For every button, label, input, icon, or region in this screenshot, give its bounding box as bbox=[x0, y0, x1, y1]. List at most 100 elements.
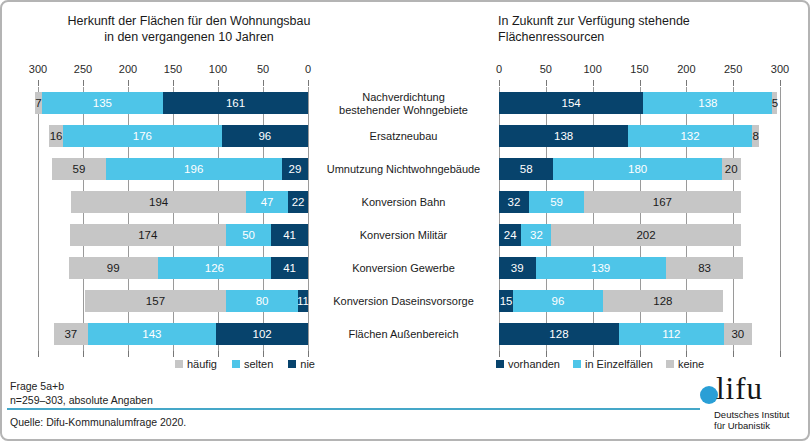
bar-value-label: 96 bbox=[258, 130, 271, 142]
bar-segment-selten: 176 bbox=[63, 125, 221, 147]
bar-value-label: 102 bbox=[253, 328, 272, 340]
axis-tick bbox=[733, 80, 734, 86]
axis-tick bbox=[218, 351, 219, 357]
bar-value-label: 41 bbox=[283, 229, 296, 241]
bar-segment-selten: 196 bbox=[106, 158, 282, 180]
bar-value-label: 39 bbox=[511, 262, 524, 274]
legend-label: keine bbox=[678, 358, 704, 370]
bar-value-label: 5 bbox=[772, 97, 778, 109]
question-label: Frage 5a+b bbox=[10, 380, 64, 392]
bar-value-label: 41 bbox=[283, 262, 296, 274]
bar-segment-in-Einzelfällen: 112 bbox=[619, 323, 724, 345]
axis-tick bbox=[640, 80, 641, 86]
axis-tick bbox=[499, 80, 500, 86]
bar-segment-keine: 202 bbox=[551, 224, 740, 246]
bar-row: 1617696 bbox=[49, 125, 308, 147]
category-label: Ersatzneubau bbox=[308, 120, 499, 153]
bar-segment-vorhanden: 138 bbox=[499, 125, 628, 147]
bar-segment-vorhanden: 15 bbox=[499, 290, 513, 312]
bar-value-label: 29 bbox=[289, 163, 302, 175]
axis-tick bbox=[593, 80, 594, 86]
bar-value-label: 154 bbox=[562, 97, 581, 109]
bar-value-label: 80 bbox=[256, 295, 269, 307]
legend-item: keine bbox=[666, 358, 704, 370]
legend-item: selten bbox=[232, 358, 273, 370]
left-chart-title-line1: Herkunft der Flächen für den Wohnungsbau bbox=[68, 14, 311, 28]
bar-segment-nie: 22 bbox=[288, 191, 308, 213]
bar-segment-selten: 126 bbox=[158, 257, 271, 279]
bar-value-label: 202 bbox=[636, 229, 655, 241]
difu-survey-chart-card: Herkunft der Flächen für den Wohnungsbau… bbox=[0, 0, 810, 441]
bar-row: 12811230 bbox=[499, 323, 752, 345]
bar-value-label: 47 bbox=[261, 196, 274, 208]
axis-tick bbox=[780, 351, 781, 357]
bar-segment-nie: 41 bbox=[271, 257, 308, 279]
bar-value-label: 58 bbox=[520, 163, 533, 175]
right-legend: vorhanden in Einzelfällen keine bbox=[496, 358, 717, 370]
bar-segment-nie: 96 bbox=[222, 125, 308, 147]
bar-row: 1541385 bbox=[499, 92, 777, 114]
bar-value-label: 194 bbox=[149, 196, 168, 208]
bar-value-label: 128 bbox=[653, 295, 672, 307]
bar-segment-selten: 80 bbox=[226, 290, 298, 312]
bar-value-label: 196 bbox=[184, 163, 203, 175]
bar-value-label: 30 bbox=[731, 328, 744, 340]
axis-tick-label: 50 bbox=[528, 63, 564, 75]
bar-segment-nie: 11 bbox=[298, 290, 308, 312]
bar-value-label: 32 bbox=[530, 229, 543, 241]
axis-tick-label: 200 bbox=[110, 63, 146, 75]
bar-segment-in-Einzelfällen: 139 bbox=[536, 257, 666, 279]
gridline bbox=[780, 87, 781, 351]
category-label: Konversion Militär bbox=[308, 219, 499, 252]
separator-rule bbox=[7, 408, 700, 410]
bar-value-label: 135 bbox=[93, 97, 112, 109]
bar-row: 99126 41 bbox=[69, 257, 308, 279]
axis-tick bbox=[38, 80, 39, 86]
bar-row: 157 80 11 bbox=[85, 290, 308, 312]
bar-segment-keine: 5 bbox=[772, 92, 777, 114]
axis-tick-label: 150 bbox=[155, 63, 191, 75]
axis-tick-label: 200 bbox=[668, 63, 704, 75]
axis-tick-label: 300 bbox=[20, 63, 56, 75]
axis-tick-label: 100 bbox=[575, 63, 611, 75]
bar-value-label: 15 bbox=[500, 295, 513, 307]
bar-value-label: 132 bbox=[680, 130, 699, 142]
bar-row: 59 196 29 bbox=[52, 158, 308, 180]
bar-value-label: 96 bbox=[552, 295, 565, 307]
bar-value-label: 180 bbox=[628, 163, 647, 175]
legend-swatch-icon bbox=[175, 360, 183, 368]
axis-tick bbox=[733, 351, 734, 357]
bar-value-label: 112 bbox=[662, 328, 680, 340]
legend-label: nie bbox=[300, 358, 315, 370]
axis-tick bbox=[308, 351, 309, 357]
bar-value-label: 8 bbox=[752, 130, 758, 142]
axis-tick-label: 0 bbox=[481, 63, 517, 75]
bar-row: 138 132 8 bbox=[499, 125, 759, 147]
bar-segment-keine: 128 bbox=[603, 290, 723, 312]
legend-label: vorhanden bbox=[508, 358, 560, 370]
axis-tick bbox=[640, 351, 641, 357]
axis-tick bbox=[686, 80, 687, 86]
bar-row: 2432202 bbox=[499, 224, 741, 246]
bar-segment-nie: 29 bbox=[282, 158, 308, 180]
legend-item: in Einzelfällen bbox=[573, 358, 653, 370]
bar-value-label: 50 bbox=[242, 229, 255, 241]
bar-segment-selten: 143 bbox=[88, 323, 217, 345]
bar-value-label: 20 bbox=[725, 163, 738, 175]
axis-tick bbox=[546, 80, 547, 86]
bar-value-label: 157 bbox=[146, 295, 165, 307]
bar-segment-häufig: 59 bbox=[52, 158, 105, 180]
axis-tick bbox=[308, 80, 309, 86]
bar-segment-keine: 8 bbox=[752, 125, 759, 147]
category-label: Konversion Daseinsvorsorge bbox=[308, 285, 499, 318]
bar-segment-häufig: 99 bbox=[69, 257, 158, 279]
axis-tick bbox=[686, 351, 687, 357]
bar-segment-vorhanden: 32 bbox=[499, 191, 529, 213]
legend-label: häufig bbox=[187, 358, 217, 370]
bar-value-label: 83 bbox=[698, 262, 711, 274]
bar-row: 1745041 bbox=[70, 224, 308, 246]
right-chart-plot: 1541385138132858180203259167243220239139… bbox=[499, 87, 780, 351]
bar-segment-in-Einzelfällen: 132 bbox=[628, 125, 752, 147]
legend-swatch-icon bbox=[288, 360, 296, 368]
bar-row: 58 180 20 bbox=[499, 158, 741, 180]
